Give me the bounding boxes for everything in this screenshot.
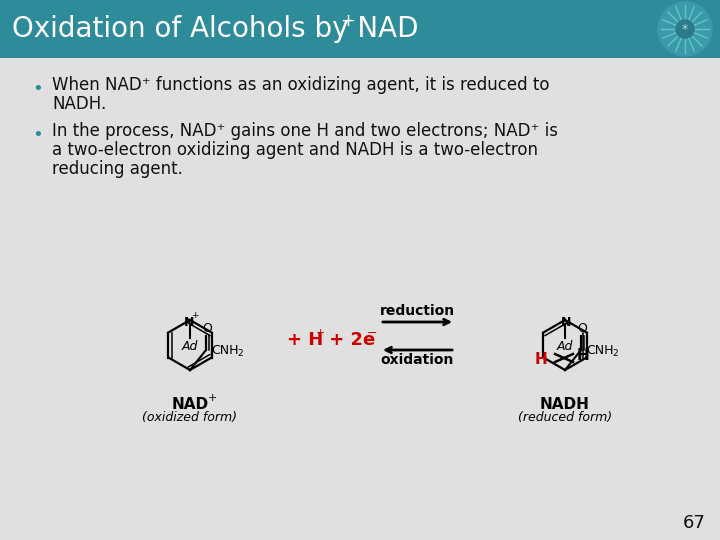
Circle shape xyxy=(676,20,694,38)
Text: CNH: CNH xyxy=(586,343,613,356)
Bar xyxy=(0,0,720,58)
Text: reduction: reduction xyxy=(380,304,455,318)
Text: *: * xyxy=(682,23,688,36)
Text: N: N xyxy=(561,315,572,328)
Text: oxidation: oxidation xyxy=(381,353,454,367)
Text: +: + xyxy=(191,312,199,321)
Text: 2: 2 xyxy=(237,348,243,357)
Text: + 2e: + 2e xyxy=(323,331,375,349)
Text: (reduced form): (reduced form) xyxy=(518,411,612,424)
Text: O: O xyxy=(202,322,212,335)
Text: O: O xyxy=(577,322,588,335)
Text: +: + xyxy=(316,328,325,338)
Text: +: + xyxy=(208,393,217,403)
Text: H: H xyxy=(577,348,590,363)
Text: 67: 67 xyxy=(683,514,706,532)
Text: In the process, NAD⁺ gains one H and two electrons; NAD⁺ is: In the process, NAD⁺ gains one H and two… xyxy=(52,122,558,140)
Text: •: • xyxy=(32,80,42,98)
Text: When NAD⁺ functions as an oxidizing agent, it is reduced to: When NAD⁺ functions as an oxidizing agen… xyxy=(52,76,549,94)
Text: (oxidized form): (oxidized form) xyxy=(143,411,238,424)
Text: H: H xyxy=(534,353,547,368)
Text: a two-electron oxidizing agent and NADH is a two-electron: a two-electron oxidizing agent and NADH … xyxy=(52,141,538,159)
Text: •: • xyxy=(32,126,42,144)
Text: NAD: NAD xyxy=(171,397,209,412)
Text: NADH: NADH xyxy=(540,397,590,412)
Text: + H: + H xyxy=(287,331,323,349)
Text: Ad: Ad xyxy=(557,340,573,353)
Text: +: + xyxy=(340,12,355,30)
Text: NADH.: NADH. xyxy=(52,95,107,113)
Text: reducing agent.: reducing agent. xyxy=(52,160,183,178)
Text: N: N xyxy=(184,315,194,328)
Text: Ad: Ad xyxy=(182,340,198,353)
Text: −: − xyxy=(367,327,377,340)
Text: CNH: CNH xyxy=(211,343,238,356)
Circle shape xyxy=(658,2,712,56)
Text: Oxidation of Alcohols by NAD: Oxidation of Alcohols by NAD xyxy=(12,15,418,43)
Text: 2: 2 xyxy=(612,348,618,357)
